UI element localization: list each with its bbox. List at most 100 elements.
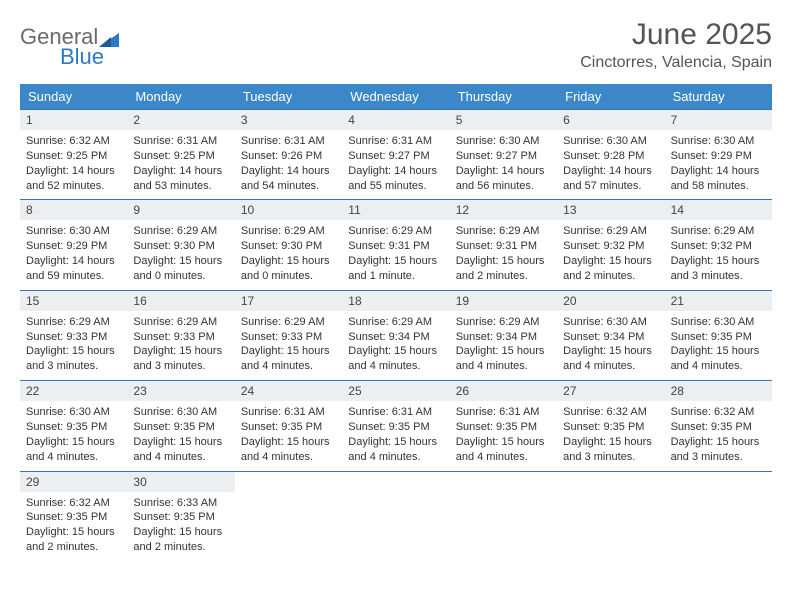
day-number: 28 <box>665 381 772 401</box>
day-data: Sunrise: 6:32 AMSunset: 9:35 PMDaylight:… <box>557 401 664 470</box>
sunset-text: Sunset: 9:34 PM <box>563 330 658 345</box>
calendar-cell: 28Sunrise: 6:32 AMSunset: 9:35 PMDayligh… <box>665 380 772 470</box>
daylight-text: Daylight: 15 hours and 4 minutes. <box>563 344 658 374</box>
calendar-cell: 19Sunrise: 6:29 AMSunset: 9:34 PMDayligh… <box>450 290 557 380</box>
sunset-text: Sunset: 9:35 PM <box>671 420 766 435</box>
sunset-text: Sunset: 9:32 PM <box>563 239 658 254</box>
sunrise-text: Sunrise: 6:30 AM <box>456 134 551 149</box>
weekday-header: Thursday <box>450 84 557 109</box>
calendar-cell: 4Sunrise: 6:31 AMSunset: 9:27 PMDaylight… <box>342 109 449 199</box>
day-data: Sunrise: 6:29 AMSunset: 9:30 PMDaylight:… <box>235 220 342 289</box>
sunrise-text: Sunrise: 6:29 AM <box>456 315 551 330</box>
day-data: Sunrise: 6:29 AMSunset: 9:33 PMDaylight:… <box>235 311 342 380</box>
calendar-cell: 10Sunrise: 6:29 AMSunset: 9:30 PMDayligh… <box>235 199 342 289</box>
sunset-text: Sunset: 9:26 PM <box>241 149 336 164</box>
sunrise-text: Sunrise: 6:32 AM <box>671 405 766 420</box>
calendar-grid: SundayMondayTuesdayWednesdayThursdayFrid… <box>20 84 772 561</box>
daylight-text: Daylight: 14 hours and 54 minutes. <box>241 164 336 194</box>
sunset-text: Sunset: 9:27 PM <box>456 149 551 164</box>
header: GeneralBlue June 2025 Cinctorres, Valenc… <box>20 18 772 72</box>
sunset-text: Sunset: 9:25 PM <box>26 149 121 164</box>
weekday-header: Monday <box>127 84 234 109</box>
day-data: Sunrise: 6:31 AMSunset: 9:26 PMDaylight:… <box>235 130 342 199</box>
day-number: 23 <box>127 381 234 401</box>
day-number: 4 <box>342 110 449 130</box>
sunrise-text: Sunrise: 6:31 AM <box>241 405 336 420</box>
calendar-cell: 30Sunrise: 6:33 AMSunset: 9:35 PMDayligh… <box>127 471 234 561</box>
day-data: Sunrise: 6:32 AMSunset: 9:35 PMDaylight:… <box>665 401 772 470</box>
sunset-text: Sunset: 9:31 PM <box>456 239 551 254</box>
calendar-cell: 15Sunrise: 6:29 AMSunset: 9:33 PMDayligh… <box>20 290 127 380</box>
daylight-text: Daylight: 15 hours and 0 minutes. <box>133 254 228 284</box>
daylight-text: Daylight: 15 hours and 2 minutes. <box>26 525 121 555</box>
calendar-cell: 23Sunrise: 6:30 AMSunset: 9:35 PMDayligh… <box>127 380 234 470</box>
sunrise-text: Sunrise: 6:29 AM <box>456 224 551 239</box>
calendar-cell: 27Sunrise: 6:32 AMSunset: 9:35 PMDayligh… <box>557 380 664 470</box>
sunset-text: Sunset: 9:25 PM <box>133 149 228 164</box>
calendar-cell: 7Sunrise: 6:30 AMSunset: 9:29 PMDaylight… <box>665 109 772 199</box>
calendar-cell: 14Sunrise: 6:29 AMSunset: 9:32 PMDayligh… <box>665 199 772 289</box>
sunset-text: Sunset: 9:35 PM <box>456 420 551 435</box>
sunrise-text: Sunrise: 6:31 AM <box>241 134 336 149</box>
daylight-text: Daylight: 14 hours and 58 minutes. <box>671 164 766 194</box>
logo: GeneralBlue <box>20 18 119 70</box>
calendar-cell: 6Sunrise: 6:30 AMSunset: 9:28 PMDaylight… <box>557 109 664 199</box>
calendar-cell-empty <box>450 471 557 561</box>
title-block: June 2025 Cinctorres, Valencia, Spain <box>580 18 772 72</box>
sunset-text: Sunset: 9:35 PM <box>26 420 121 435</box>
weekday-header: Tuesday <box>235 84 342 109</box>
sunset-text: Sunset: 9:33 PM <box>26 330 121 345</box>
day-data: Sunrise: 6:29 AMSunset: 9:30 PMDaylight:… <box>127 220 234 289</box>
calendar-cell: 2Sunrise: 6:31 AMSunset: 9:25 PMDaylight… <box>127 109 234 199</box>
sunrise-text: Sunrise: 6:31 AM <box>348 405 443 420</box>
day-data: Sunrise: 6:29 AMSunset: 9:33 PMDaylight:… <box>127 311 234 380</box>
day-number: 10 <box>235 200 342 220</box>
calendar-cell: 12 Sunrise: 6:29 AMSunset: 9:31 PMDayligh… <box>450 199 557 289</box>
calendar-cell: 8Sunrise: 6:30 AMSunset: 9:29 PMDaylight… <box>20 199 127 289</box>
calendar-cell: 25Sunrise: 6:31 AMSunset: 9:35 PMDayligh… <box>342 380 449 470</box>
daylight-text: Daylight: 15 hours and 3 minutes. <box>671 254 766 284</box>
sunset-text: Sunset: 9:30 PM <box>133 239 228 254</box>
daylight-text: Daylight: 15 hours and 2 minutes. <box>456 254 551 284</box>
day-number: 8 <box>20 200 127 220</box>
day-number: 13 <box>557 200 664 220</box>
daylight-text: Daylight: 14 hours and 56 minutes. <box>456 164 551 194</box>
sunrise-text: Sunrise: 6:29 AM <box>348 224 443 239</box>
daylight-text: Daylight: 15 hours and 4 minutes. <box>671 344 766 374</box>
sunset-text: Sunset: 9:33 PM <box>133 330 228 345</box>
day-data: Sunrise: 6:29 AMSunset: 9:32 PMDaylight:… <box>665 220 772 289</box>
sunset-text: Sunset: 9:29 PM <box>671 149 766 164</box>
sunrise-text: Sunrise: 6:29 AM <box>348 315 443 330</box>
sunrise-text: Sunrise: 6:29 AM <box>241 315 336 330</box>
sunset-text: Sunset: 9:32 PM <box>671 239 766 254</box>
day-number: 1 <box>20 110 127 130</box>
day-data: Sunrise: 6:29 AMSunset: 9:32 PMDaylight:… <box>557 220 664 289</box>
day-data: Sunrise: 6:30 AMSunset: 9:35 PMDaylight:… <box>20 401 127 470</box>
day-number: 9 <box>127 200 234 220</box>
daylight-text: Daylight: 15 hours and 4 minutes. <box>241 435 336 465</box>
day-number: 2 <box>127 110 234 130</box>
sunset-text: Sunset: 9:33 PM <box>241 330 336 345</box>
daylight-text: Daylight: 15 hours and 4 minutes. <box>241 344 336 374</box>
calendar-cell-empty <box>235 471 342 561</box>
daylight-text: Daylight: 15 hours and 2 minutes. <box>563 254 658 284</box>
weekday-header: Wednesday <box>342 84 449 109</box>
day-number: 14 <box>665 200 772 220</box>
day-number: 27 <box>557 381 664 401</box>
day-number: 15 <box>20 291 127 311</box>
daylight-text: Daylight: 15 hours and 3 minutes. <box>133 344 228 374</box>
day-data: Sunrise: 6:31 AMSunset: 9:35 PMDaylight:… <box>235 401 342 470</box>
daylight-text: Daylight: 14 hours and 59 minutes. <box>26 254 121 284</box>
daylight-text: Daylight: 15 hours and 3 minutes. <box>26 344 121 374</box>
sunrise-text: Sunrise: 6:32 AM <box>26 134 121 149</box>
sunrise-text: Sunrise: 6:29 AM <box>133 224 228 239</box>
day-data: Sunrise: 6:31 AMSunset: 9:25 PMDaylight:… <box>127 130 234 199</box>
weekday-header: Saturday <box>665 84 772 109</box>
day-data: Sunrise: 6:30 AMSunset: 9:27 PMDaylight:… <box>450 130 557 199</box>
day-number: 12 <box>450 200 557 220</box>
calendar-cell: 1Sunrise: 6:32 AMSunset: 9:25 PMDaylight… <box>20 109 127 199</box>
sunset-text: Sunset: 9:35 PM <box>26 510 121 525</box>
day-number: 26 <box>450 381 557 401</box>
daylight-text: Daylight: 15 hours and 2 minutes. <box>133 525 228 555</box>
calendar-cell: 17Sunrise: 6:29 AMSunset: 9:33 PMDayligh… <box>235 290 342 380</box>
